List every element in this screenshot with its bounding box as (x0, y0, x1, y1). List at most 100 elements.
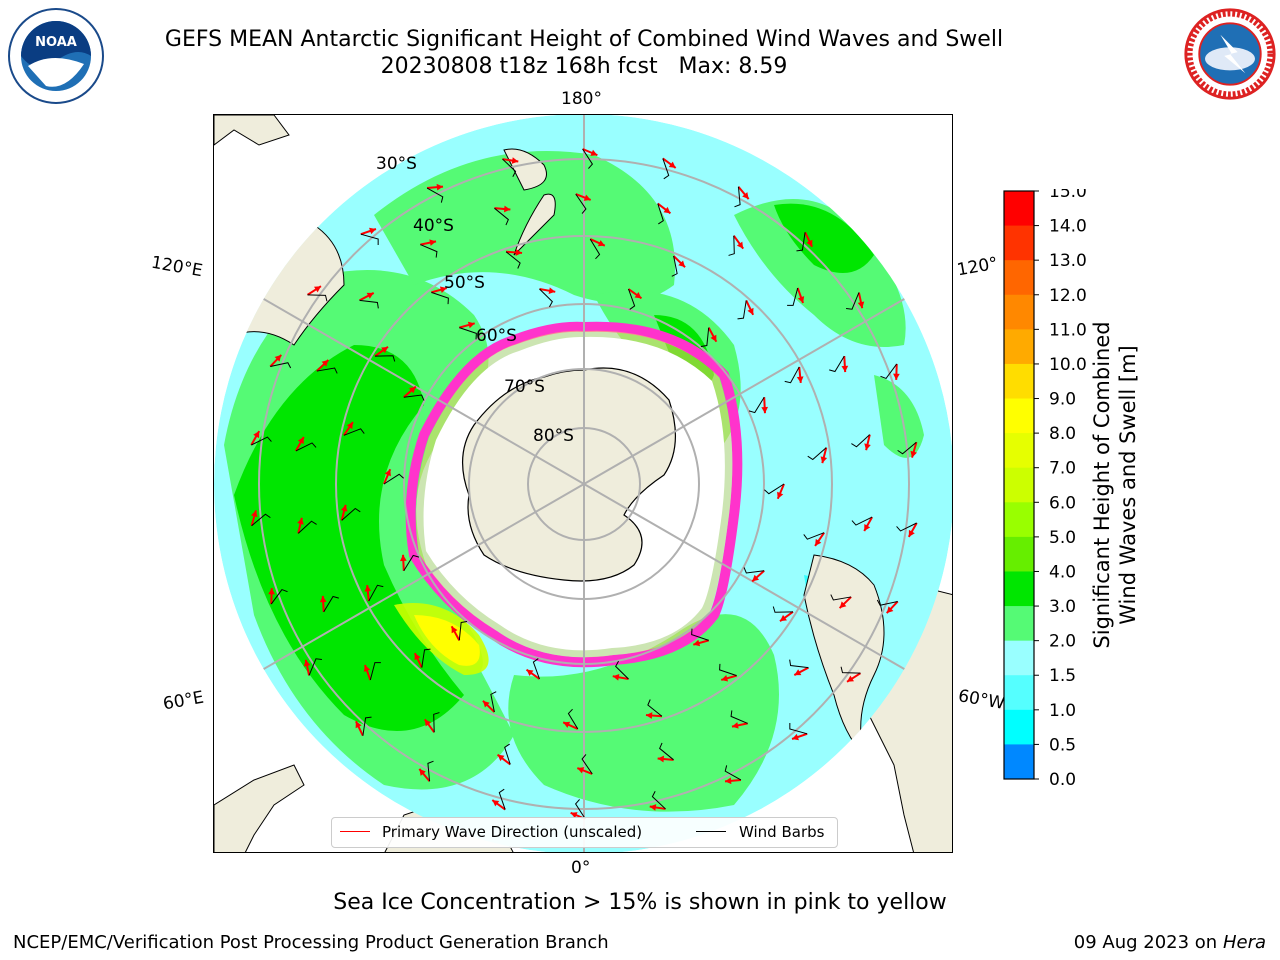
colorbar-band (1004, 536, 1034, 572)
wind-barb (728, 235, 735, 256)
lat-label-70s: 70°S (504, 377, 545, 397)
colorbar-tick-label: 8.0 (1049, 424, 1076, 444)
wave-arrow-head (355, 721, 362, 729)
colorbar-band (1004, 329, 1034, 365)
wave-arrow-head (806, 239, 813, 247)
legend-wave-line (340, 831, 370, 832)
wind-barb (581, 754, 593, 775)
wind-barb (458, 620, 468, 641)
wind-barb (307, 294, 328, 302)
lat-label-30s: 30°S (376, 154, 417, 174)
wave-arrow-head (384, 469, 391, 477)
wind-barb (575, 193, 587, 214)
lon-label-60w: 60°W (956, 686, 1007, 714)
colorbar-tick-label: 4.0 (1049, 562, 1076, 582)
wave-arrow-head (777, 491, 784, 499)
wind-barb (730, 710, 748, 724)
wind-barb (574, 799, 586, 820)
wind-barb (787, 287, 799, 306)
wind-barb (582, 148, 594, 169)
wave-arrow-head (597, 240, 605, 247)
wind-barb (807, 447, 827, 461)
wave-arrow-head (364, 585, 372, 592)
wave-arrow-head (820, 456, 828, 464)
wind-barb (341, 507, 361, 521)
colorbar-tick-label: 14.0 (1049, 217, 1087, 237)
colorbar-band (1004, 467, 1034, 503)
wave-arrow-head (274, 354, 282, 362)
wave-arrow-head (792, 733, 799, 741)
wave-arrow-head (779, 614, 787, 622)
lat-label-60s: 60°S (476, 326, 517, 346)
wind-barb (420, 244, 438, 258)
colorbar-tick-label: 9.0 (1049, 390, 1076, 410)
wind-barb (421, 648, 431, 668)
wind-barb (846, 292, 860, 310)
title-line-1: GEFS MEAN Antarctic Significant Height o… (164, 27, 1004, 52)
wind-barb (427, 760, 434, 782)
wind-barb (691, 628, 709, 641)
colorbar-border (1003, 190, 1035, 780)
colorbar-band (1004, 675, 1034, 711)
wave-arrow-head (399, 554, 407, 562)
wave-arrow-head (724, 777, 732, 785)
wind-barb (671, 255, 678, 277)
nws-logo (1182, 6, 1276, 100)
wave-arrow-head (721, 675, 729, 682)
wind-barb (323, 595, 339, 613)
wind-barb (700, 327, 710, 348)
lon-label-120e: 120°E (149, 252, 205, 282)
colorbar-tick-label: 2.0 (1049, 632, 1076, 652)
title-line-2: 20230808 t18z 168h fcst Max: 8.59 (380, 54, 788, 79)
wind-barb (796, 232, 806, 252)
wind-barb (316, 367, 338, 374)
wave-arrow-head (908, 529, 915, 537)
wave-arrow-head (893, 373, 900, 380)
lat-label-50s: 50°S (444, 273, 485, 293)
wave-arrow-head (381, 346, 389, 354)
wave-arrow-head (503, 205, 511, 213)
wave-arrow-head (747, 307, 754, 315)
wave-arrow-head (515, 249, 523, 256)
wave-arrow-head (612, 673, 620, 681)
wave-arrow-head (864, 524, 871, 532)
wind-barb (829, 355, 845, 373)
wave-arrow-head (563, 721, 571, 728)
wind-barb (403, 394, 425, 401)
wave-arrow-head (742, 192, 749, 200)
wave-arrow-head (303, 659, 311, 667)
wave-arrow-head (693, 639, 701, 647)
wave-arrow-head (251, 510, 258, 518)
wind-barb (743, 567, 765, 574)
wave-arrow-head (794, 669, 802, 676)
wave-arrow-head (451, 626, 458, 634)
wind-barb (628, 288, 636, 310)
colorbar-band (1004, 398, 1034, 434)
wave-arrow-head (319, 595, 327, 603)
wind-barb (297, 520, 317, 534)
wave-arrow-head (886, 606, 894, 614)
wind-barb (615, 660, 629, 680)
wave-arrow-head (736, 241, 744, 249)
lon-label-120w: 120° (955, 253, 1000, 281)
colorbar-band (1004, 191, 1034, 227)
wind-barb (651, 791, 666, 810)
polar-map: 30°S 40°S 50°S 60°S 70°S 80°S (214, 115, 952, 852)
colorbar-tick-label: 7.0 (1049, 459, 1076, 479)
wind-barb (772, 606, 793, 613)
colorbar-band (1004, 709, 1034, 745)
wave-arrow-head (663, 206, 671, 214)
colorbar-band (1004, 363, 1034, 400)
wind-barb (830, 594, 852, 601)
map-legend: Primary Wave Direction (unscaled) Wind B… (331, 817, 838, 848)
wave-arrow-head (436, 183, 444, 191)
wave-arrow-head (857, 301, 865, 309)
credit-date: 09 Aug 2023 on (1073, 932, 1218, 953)
wave-arrow-head (321, 359, 329, 367)
wave-direction-arrows (250, 148, 918, 820)
wave-arrow-head (429, 239, 437, 246)
wind-barb (360, 233, 379, 245)
wave-arrow-head (297, 436, 304, 444)
wave-arrow-head (634, 292, 642, 299)
wind-barb (657, 203, 664, 225)
